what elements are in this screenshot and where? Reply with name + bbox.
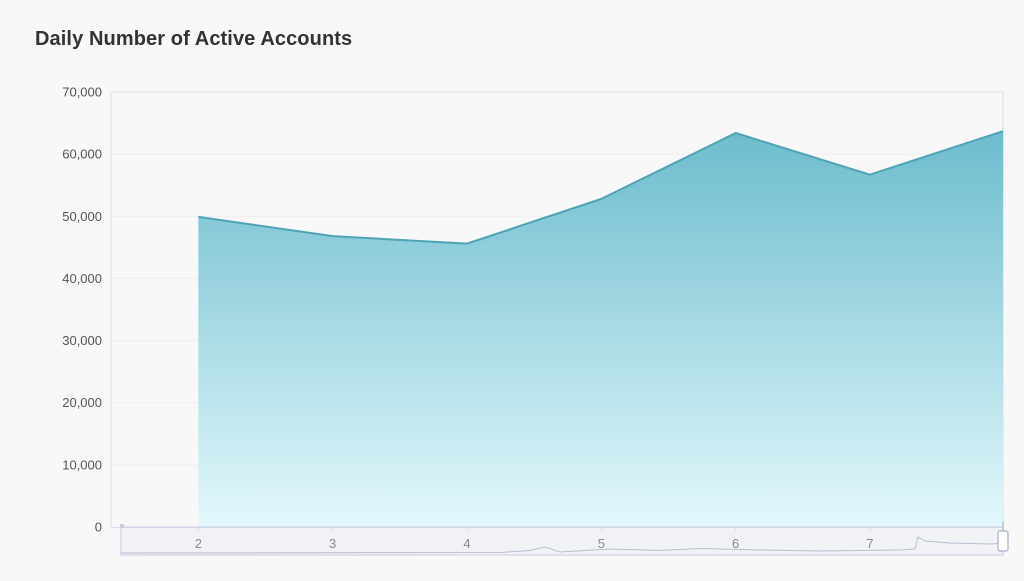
y-tick-label: 20,000 [62, 395, 102, 410]
y-tick-label: 30,000 [62, 333, 102, 348]
y-tick-label: 50,000 [62, 209, 102, 224]
y-tick-label: 0 [95, 520, 102, 535]
x-tick-label: 7 [866, 536, 873, 551]
slider-preview-series [120, 536, 1004, 554]
y-tick-label: 70,000 [62, 85, 102, 100]
area-fill [198, 131, 1003, 527]
x-tick-label: 2 [195, 536, 202, 551]
y-axis-ticks: 0 10,000 20,000 30,000 40,000 50,000 60,000 70,… [62, 85, 102, 535]
slider-handle-left[interactable] [120, 524, 124, 528]
data-zoom-slider[interactable] [120, 521, 1009, 556]
slider-handle-right[interactable] [997, 530, 1009, 552]
x-tick-label: 6 [732, 536, 739, 551]
y-tick-label: 60,000 [62, 147, 102, 162]
chart-title: Daily Number of Active Accounts [35, 28, 353, 50]
x-tick-label: 5 [598, 536, 605, 551]
x-tick-label: 3 [329, 536, 336, 551]
x-axis-ticks: 2 3 4 5 6 7 [195, 527, 874, 551]
y-tick-label: 10,000 [62, 457, 102, 472]
y-tick-label: 40,000 [62, 271, 102, 286]
x-tick-label: 4 [463, 536, 470, 551]
area-series [198, 130, 1004, 527]
